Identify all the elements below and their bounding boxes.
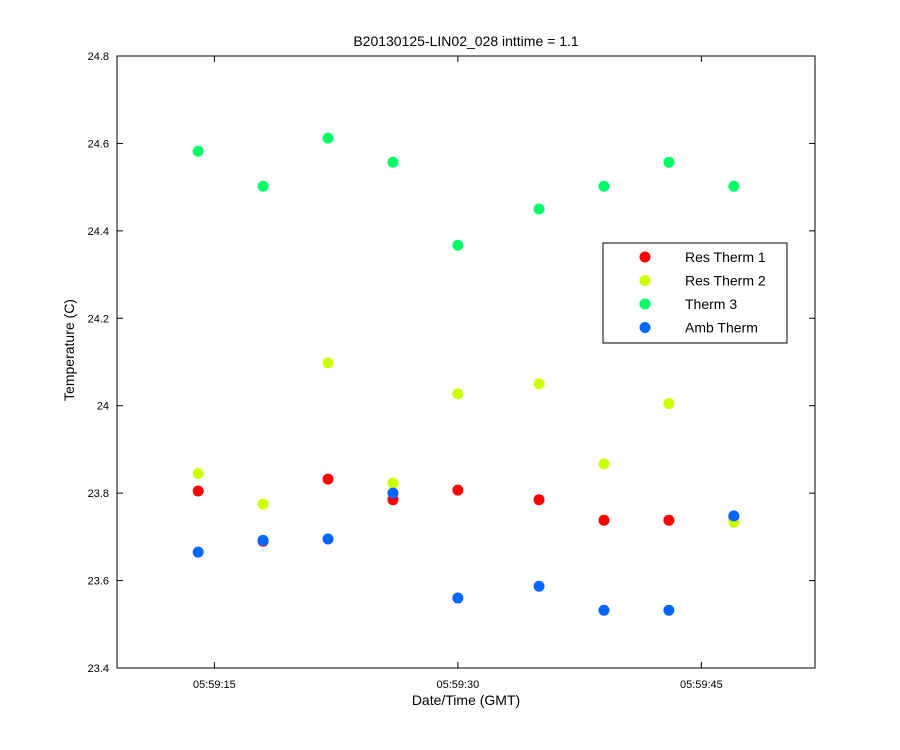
y-tick-label: 24: [97, 401, 109, 413]
data-point-therm-3: [452, 239, 464, 251]
chart-title: B20130125-LIN02_028 inttime = 1.1: [353, 33, 579, 49]
data-point-therm-3: [663, 156, 675, 168]
data-point-res-therm-2: [452, 388, 464, 400]
data-point-res-therm-1: [663, 514, 675, 526]
data-point-amb-therm: [533, 580, 545, 592]
data-point-amb-therm: [452, 592, 464, 604]
data-point-therm-3: [533, 203, 545, 215]
x-tick-label: 05:59:45: [680, 679, 723, 691]
data-point-res-therm-2: [533, 378, 545, 390]
data-markers: [192, 132, 740, 616]
data-point-amb-therm: [663, 604, 675, 616]
legend-marker: [639, 251, 651, 263]
x-axis-ticks: 05:59:15 05:59:30 05:59:45: [193, 56, 723, 691]
legend-marker: [639, 298, 651, 310]
y-tick-label: 24.8: [88, 51, 109, 63]
y-tick-label: 23.8: [88, 488, 109, 500]
data-point-therm-3: [257, 180, 269, 192]
legend-label: Amb Therm: [685, 320, 758, 336]
data-point-therm-3: [728, 180, 740, 192]
data-point-amb-therm: [728, 510, 740, 522]
data-point-res-therm-2: [598, 458, 610, 470]
data-point-amb-therm: [192, 546, 204, 558]
x-axis-label: Date/Time (GMT): [412, 692, 520, 708]
legend-marker: [639, 275, 651, 286]
x-tick-label: 05:59:30: [436, 679, 479, 691]
data-point-amb-therm: [598, 604, 610, 616]
legend: Res Therm 1 Res Therm 2 Therm 3 Amb Therm: [602, 242, 788, 344]
y-axis-label: Temperature (C): [61, 299, 77, 401]
data-point-therm-3: [192, 145, 204, 157]
legend-marker: [639, 322, 651, 333]
y-tick-label: 24.2: [88, 313, 109, 325]
data-point-amb-therm: [322, 533, 334, 545]
plot-area: [116, 55, 816, 669]
data-point-res-therm-1: [192, 485, 204, 497]
legend-box: [602, 242, 788, 344]
y-tick-label: 24.4: [88, 226, 109, 238]
data-point-res-therm-1: [452, 484, 464, 496]
data-point-amb-therm: [387, 487, 399, 499]
data-point-res-therm-2: [192, 467, 204, 479]
legend-label: Res Therm 1: [685, 249, 766, 265]
data-point-therm-3: [322, 132, 334, 144]
y-tick-label: 24.6: [88, 138, 109, 150]
legend-label: Res Therm 2: [685, 273, 766, 289]
data-point-therm-3: [387, 156, 399, 168]
plot-frame: [116, 55, 816, 669]
data-point-res-therm-2: [322, 357, 334, 369]
y-tick-label: 23.6: [88, 576, 109, 588]
data-point-therm-3: [598, 180, 610, 192]
data-point-res-therm-2: [663, 398, 675, 410]
data-point-res-therm-1: [533, 494, 545, 506]
data-point-res-therm-1: [598, 514, 610, 526]
legend-label: Therm 3: [685, 296, 737, 312]
data-point-res-therm-2: [387, 477, 399, 489]
data-point-amb-therm: [257, 534, 269, 546]
data-point-res-therm-1: [322, 473, 334, 485]
data-point-res-therm-2: [257, 498, 269, 510]
y-tick-label: 23.4: [88, 663, 109, 675]
x-tick-label: 05:59:15: [193, 679, 236, 691]
y-axis-ticks: 23.4 23.6 23.8 24 24.2 24.4 24.6 24.8: [88, 51, 815, 675]
